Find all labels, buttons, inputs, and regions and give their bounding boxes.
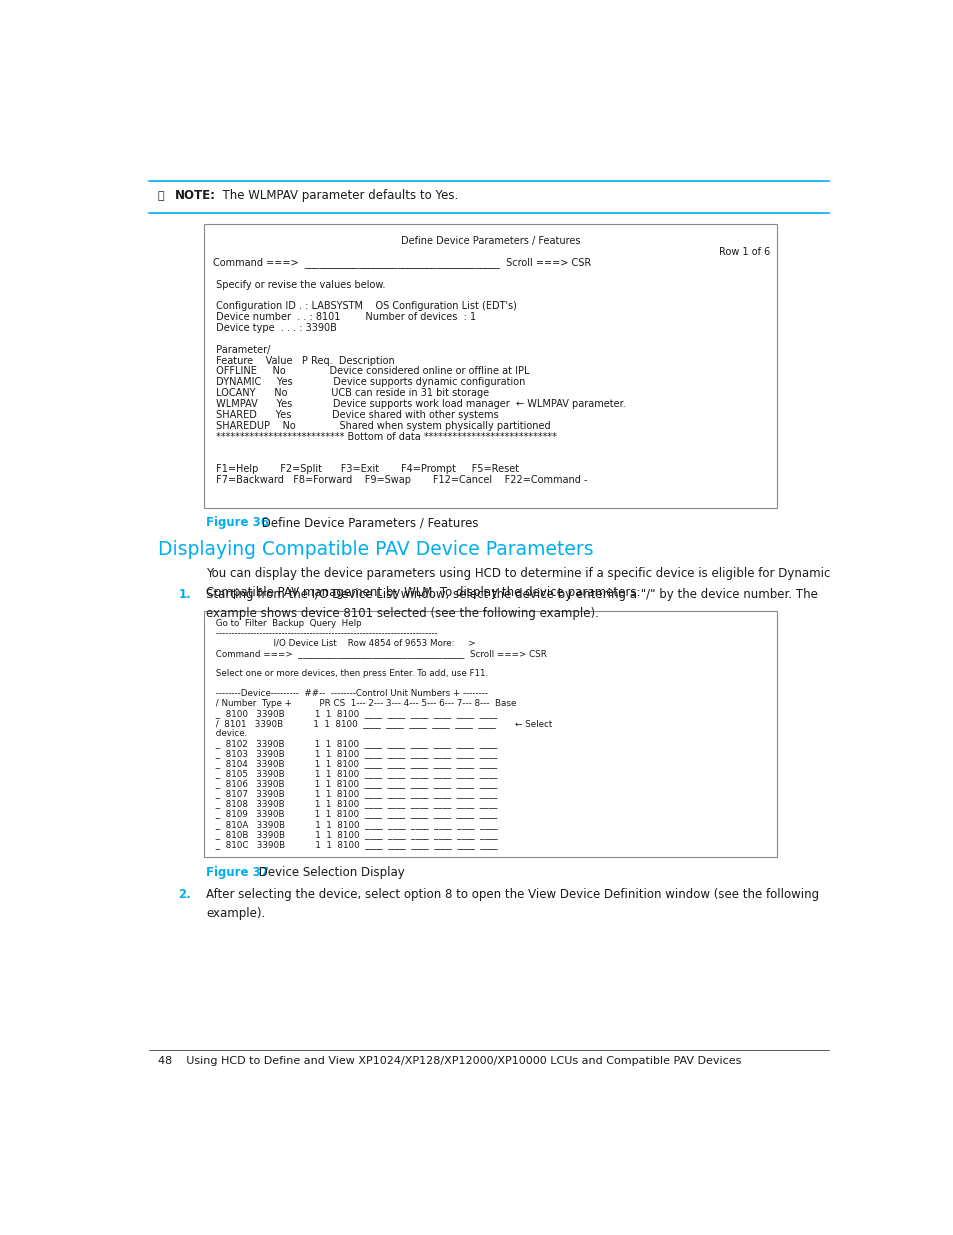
Text: Figure 37: Figure 37	[206, 866, 269, 879]
Text: SHARED      Yes             Device shared with other systems: SHARED Yes Device shared with other syst…	[213, 410, 498, 420]
Text: Specify or revise the values below.: Specify or revise the values below.	[213, 279, 385, 289]
Text: _  810C   3390B           1  1  8100  ____  ____  ____  ____  ____  ____: _ 810C 3390B 1 1 8100 ____ ____ ____ ___…	[213, 840, 497, 848]
Text: / Number  Type +          PR CS  1--- 2--- 3--- 4--- 5--- 6--- 7--- 8---  Base: / Number Type + PR CS 1--- 2--- 3--- 4--…	[213, 699, 516, 708]
Text: Command ===>  ______________________________________  Scroll ===> CSR: Command ===> ___________________________…	[213, 650, 546, 658]
Text: After selecting the device, select option 8 to open the View Device Definition w: After selecting the device, select optio…	[206, 888, 819, 902]
Text: Parameter/: Parameter/	[213, 345, 271, 354]
Text: _  8106   3390B           1  1  8100  ____  ____  ____  ____  ____  ____: _ 8106 3390B 1 1 8100 ____ ____ ____ ___…	[213, 779, 497, 788]
Text: Define Device Parameters / Features: Define Device Parameters / Features	[258, 516, 478, 530]
Text: -----------------------------------------------------------------------: ----------------------------------------…	[213, 629, 437, 638]
Text: _  8108   3390B           1  1  8100  ____  ____  ____  ____  ____  ____: _ 8108 3390B 1 1 8100 ____ ____ ____ ___…	[213, 799, 497, 809]
Text: OFFLINE     No              Device considered online or offline at IPL: OFFLINE No Device considered online or o…	[213, 367, 529, 377]
Text: _  8109   3390B           1  1  8100  ____  ____  ____  ____  ____  ____: _ 8109 3390B 1 1 8100 ____ ____ ____ ___…	[213, 810, 497, 819]
Text: DYNAMIC     Yes             Device supports dynamic configuration: DYNAMIC Yes Device supports dynamic conf…	[213, 377, 525, 388]
Text: Define Device Parameters / Features: Define Device Parameters / Features	[400, 236, 580, 246]
Text: _  8107   3390B           1  1  8100  ____  ____  ____  ____  ____  ____: _ 8107 3390B 1 1 8100 ____ ____ ____ ___…	[213, 789, 497, 799]
Text: _  8103   3390B           1  1  8100  ____  ____  ____  ____  ____  ____: _ 8103 3390B 1 1 8100 ____ ____ ____ ___…	[213, 750, 497, 758]
Text: Displaying Compatible PAV Device Parameters: Displaying Compatible PAV Device Paramet…	[157, 540, 593, 559]
Text: Compatible PAV management by WLM. To display the device parameters:: Compatible PAV management by WLM. To dis…	[206, 585, 640, 599]
Text: _  8100   3390B           1  1  8100  ____  ____  ____  ____  ____  ____: _ 8100 3390B 1 1 8100 ____ ____ ____ ___…	[213, 709, 497, 719]
Text: _  8105   3390B           1  1  8100  ____  ____  ____  ____  ____  ____: _ 8105 3390B 1 1 8100 ____ ____ ____ ___…	[213, 769, 497, 778]
Text: 1.: 1.	[178, 588, 191, 600]
Text: 2.: 2.	[178, 888, 191, 902]
Text: Device type  . . . : 3390B: Device type . . . : 3390B	[213, 324, 336, 333]
Text: _  810B   3390B           1  1  8100  ____  ____  ____  ____  ____  ____: _ 810B 3390B 1 1 8100 ____ ____ ____ ___…	[213, 830, 497, 839]
Text: You can display the device parameters using HCD to determine if a specific devic: You can display the device parameters us…	[206, 567, 830, 579]
Text: Feature    Value   P Req.  Description: Feature Value P Req. Description	[213, 356, 395, 366]
Text: LOCANY      No              UCB can reside in 31 bit storage: LOCANY No UCB can reside in 31 bit stora…	[213, 388, 489, 398]
Text: example).: example).	[206, 906, 266, 920]
Text: Device number  . . : 8101        Number of devices  : 1: Device number . . : 8101 Number of devic…	[213, 312, 476, 322]
Text: F1=Help       F2=Split      F3=Exit       F4=Prompt     F5=Reset: F1=Help F2=Split F3=Exit F4=Prompt F5=Re…	[213, 464, 518, 474]
Text: 48    Using HCD to Define and View XP1024/XP128/XP12000/XP10000 LCUs and Compati: 48 Using HCD to Define and View XP1024/X…	[157, 1056, 740, 1066]
Text: example shows device 8101 selected (see the following example).: example shows device 8101 selected (see …	[206, 606, 598, 620]
Text: Figure 36: Figure 36	[206, 516, 269, 530]
Text: I/O Device List    Row 4854 of 9653 More:     >: I/O Device List Row 4854 of 9653 More: >	[213, 638, 476, 648]
Text: _  8104   3390B           1  1  8100  ____  ____  ____  ____  ____  ____: _ 8104 3390B 1 1 8100 ____ ____ ____ ___…	[213, 760, 497, 768]
Text: /  8101   3390B           1  1  8100  ____  ____  ____  ____  ____  ____       ←: / 8101 3390B 1 1 8100 ____ ____ ____ ___…	[213, 719, 552, 729]
Text: Configuration ID . : LABSYSTM    OS Configuration List (EDT's): Configuration ID . : LABSYSTM OS Configu…	[213, 301, 517, 311]
Text: Row 1 of 6: Row 1 of 6	[718, 247, 769, 257]
Text: Command ===>  ________________________________________  Scroll ===> CSR: Command ===> ___________________________…	[213, 257, 591, 268]
FancyBboxPatch shape	[204, 611, 777, 857]
Text: F7=Backward   F8=Forward    F9=Swap       F12=Cancel    F22=Command -: F7=Backward F8=Forward F9=Swap F12=Cance…	[213, 475, 587, 485]
Text: Select one or more devices, then press Enter. To add, use F11.: Select one or more devices, then press E…	[213, 669, 488, 678]
Text: NOTE:: NOTE:	[174, 189, 215, 203]
Text: device.: device.	[213, 730, 247, 739]
Text: WLMPAV      Yes             Device supports work load manager  ← WLMPAV paramete: WLMPAV Yes Device supports work load man…	[213, 399, 625, 409]
Text: SHAREDUP    No              Shared when system physically partitioned: SHAREDUP No Shared when system physicall…	[213, 421, 550, 431]
Text: *************************** Bottom of data ****************************: *************************** Bottom of da…	[213, 431, 557, 442]
Text: The WLMPAV parameter defaults to Yes.: The WLMPAV parameter defaults to Yes.	[215, 189, 458, 203]
Text: Go to  Filter  Backup  Query  Help: Go to Filter Backup Query Help	[213, 619, 361, 627]
Text: Device Selection Display: Device Selection Display	[254, 866, 404, 879]
Text: _  8102   3390B           1  1  8100  ____  ____  ____  ____  ____  ____: _ 8102 3390B 1 1 8100 ____ ____ ____ ___…	[213, 740, 497, 748]
FancyBboxPatch shape	[204, 225, 777, 508]
Text: 📄: 📄	[157, 190, 164, 201]
Text: Starting from the I/O Device List window, select the device by entering a "/" by: Starting from the I/O Device List window…	[206, 588, 818, 600]
Text: --------Device---------  ##--  --------Control Unit Numbers + --------: --------Device--------- ##-- --------Con…	[213, 689, 488, 698]
Text: _  810A   3390B           1  1  8100  ____  ____  ____  ____  ____  ____: _ 810A 3390B 1 1 8100 ____ ____ ____ ___…	[213, 820, 497, 829]
